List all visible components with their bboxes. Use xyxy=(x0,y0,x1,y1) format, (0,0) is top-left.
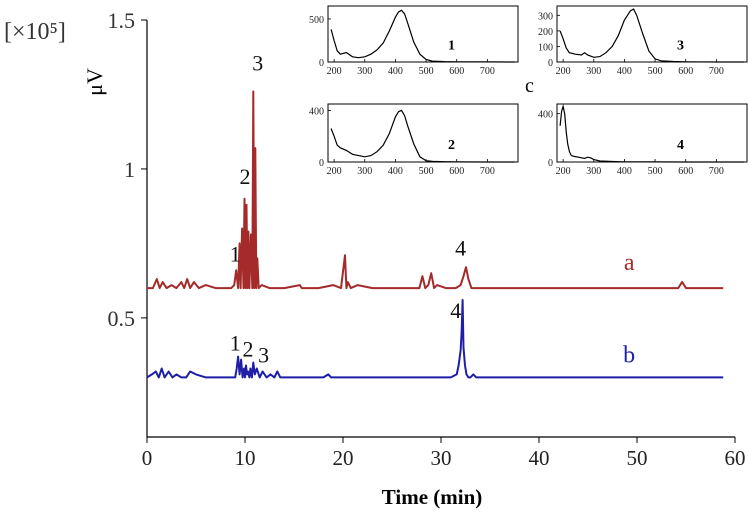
y-tick-label: 1 xyxy=(124,157,135,182)
inset-x-tick-label: 500 xyxy=(419,166,434,177)
inset-x-tick-label: 300 xyxy=(357,166,372,177)
inset-spectrum-3: 200 300 400 500 600 700 0 100 200 300 3 xyxy=(538,5,748,77)
peak-label: 3 xyxy=(252,51,263,76)
peak-label: 3 xyxy=(258,343,269,368)
series-a-line xyxy=(147,90,724,290)
inset-y-tick-label: 200 xyxy=(538,27,553,38)
inset-x-tick-label: 200 xyxy=(556,166,571,177)
inset-x-tick-label: 600 xyxy=(678,166,693,177)
inset-group-label: c xyxy=(525,75,534,97)
y-tick-label: 0.5 xyxy=(108,306,136,331)
y-axis-label: μV xyxy=(82,68,107,96)
inset-frame xyxy=(556,103,748,163)
inset-x-tick-label: 700 xyxy=(709,66,724,77)
inset-x-tick-label: 300 xyxy=(586,166,601,177)
inset-y-tick-label: 0 xyxy=(319,158,324,169)
peak-label: 4 xyxy=(450,298,461,323)
inset-x-tick-label: 300 xyxy=(357,66,372,77)
inset-x-tick-label: 500 xyxy=(648,166,663,177)
inset-spectrum-line xyxy=(330,9,515,63)
peak-label: 4 xyxy=(455,235,466,260)
inset-y-tick-label: 100 xyxy=(538,42,553,53)
x-tick-label: 30 xyxy=(431,446,452,470)
inset-spectrum-1: 200 300 400 500 600 700 0 500 1 xyxy=(309,5,519,77)
x-axis-label: Time (min) xyxy=(382,485,483,509)
peak-label: 2 xyxy=(240,164,251,189)
inset-x-tick-label: 700 xyxy=(480,166,495,177)
inset-x-tick-label: 300 xyxy=(586,66,601,77)
inset-x-tick-label: 200 xyxy=(556,66,571,77)
series-label: b xyxy=(623,343,635,369)
inset-x-tick-label: 200 xyxy=(327,166,342,177)
y-multiplier-label: [×10⁵] xyxy=(4,19,66,45)
series-label: a xyxy=(624,250,635,276)
inset-spectrum-2: 200 300 400 500 600 700 0 400 2 xyxy=(309,103,519,177)
inset-x-tick-label: 400 xyxy=(617,166,632,177)
inset-spectrum-4: 200 300 400 500 600 700 0 400 4 xyxy=(538,103,748,177)
inset-x-tick-label: 600 xyxy=(678,66,693,77)
inset-x-tick-label: 500 xyxy=(419,66,434,77)
inset-frame xyxy=(327,5,519,63)
peak-label: 1 xyxy=(230,241,241,266)
x-tick-label: 50 xyxy=(627,446,648,470)
inset-panel-label: 4 xyxy=(677,138,684,153)
x-tick-label: 10 xyxy=(235,446,256,470)
inset-panel-label: 1 xyxy=(448,39,455,54)
inset-x-tick-label: 200 xyxy=(327,66,342,77)
peak-label: 1 xyxy=(230,331,241,356)
inset-x-tick-label: 400 xyxy=(388,166,403,177)
x-tick-label: 60 xyxy=(725,446,746,470)
inset-x-tick-label: 600 xyxy=(449,66,464,77)
inset-spectrum-line xyxy=(559,8,744,63)
series-b-line xyxy=(146,299,724,379)
inset-x-tick-label: 600 xyxy=(449,166,464,177)
inset-spectrum-line xyxy=(330,109,515,163)
x-tick-label: 20 xyxy=(333,446,354,470)
inset-y-tick-label: 400 xyxy=(538,110,553,121)
inset-panel-label: 2 xyxy=(448,138,455,153)
inset-y-tick-label: 300 xyxy=(538,11,553,22)
inset-x-tick-label: 700 xyxy=(709,166,724,177)
inset-frame xyxy=(327,103,519,163)
inset-x-tick-label: 400 xyxy=(388,66,403,77)
inset-spectrum-line xyxy=(559,104,744,163)
inset-x-tick-label: 700 xyxy=(480,66,495,77)
x-tick-label: 0 xyxy=(142,446,153,470)
inset-y-tick-label: 400 xyxy=(309,106,324,117)
inset-x-tick-label: 500 xyxy=(648,66,663,77)
x-tick-label: 40 xyxy=(529,446,550,470)
peak-label: 2 xyxy=(242,337,253,362)
inset-y-tick-label: 0 xyxy=(319,58,324,69)
inset-panel-label: 3 xyxy=(677,39,684,54)
inset-y-tick-label: 0 xyxy=(548,158,553,169)
inset-y-tick-label: 0 xyxy=(548,58,553,69)
y-tick-label: 1.5 xyxy=(108,8,136,33)
inset-x-tick-label: 400 xyxy=(617,66,632,77)
inset-frame xyxy=(556,5,748,63)
inset-y-tick-label: 500 xyxy=(309,15,324,26)
